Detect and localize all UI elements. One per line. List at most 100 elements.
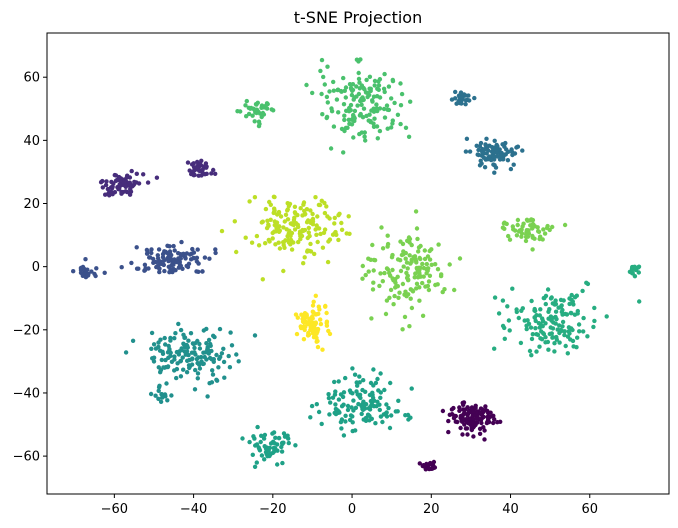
data-point-cluster-0 xyxy=(440,408,446,414)
data-point-cluster-10 xyxy=(308,327,313,333)
data-point-cluster-7 xyxy=(335,87,341,92)
data-point-cluster-5 xyxy=(547,331,552,337)
data-point-cluster-5 xyxy=(629,268,634,274)
data-point-cluster-2 xyxy=(191,255,196,261)
data-point-cluster-4 xyxy=(148,391,154,397)
data-point-cluster-2 xyxy=(93,273,98,279)
data-point-cluster-3 xyxy=(486,148,491,153)
data-point-cluster-5 xyxy=(554,316,559,322)
data-point-cluster-9 xyxy=(301,228,306,233)
data-point-cluster-6 xyxy=(257,448,263,453)
data-point-cluster-9 xyxy=(322,200,327,206)
data-point-cluster-8 xyxy=(399,252,405,258)
data-point-cluster-1 xyxy=(103,182,109,188)
data-point-cluster-8 xyxy=(429,262,434,267)
data-point-cluster-7 xyxy=(357,131,362,137)
data-point-cluster-8 xyxy=(536,229,542,234)
data-point-cluster-6 xyxy=(276,435,282,441)
data-point-cluster-6 xyxy=(361,399,366,404)
data-point-cluster-8 xyxy=(391,278,396,283)
data-point-cluster-8 xyxy=(436,242,441,247)
data-point-cluster-6 xyxy=(356,401,361,407)
data-point-cluster-0 xyxy=(465,432,470,437)
data-point-cluster-7 xyxy=(342,117,347,123)
data-point-cluster-6 xyxy=(286,440,291,446)
data-point-cluster-5 xyxy=(546,347,551,352)
data-point-cluster-9 xyxy=(272,209,277,214)
data-point-cluster-9 xyxy=(283,212,289,217)
data-point-cluster-9 xyxy=(266,222,271,227)
data-point-cluster-2 xyxy=(149,250,154,256)
data-point-cluster-1 xyxy=(211,167,216,173)
data-point-cluster-5 xyxy=(563,311,568,317)
data-point-cluster-2 xyxy=(195,247,200,252)
data-point-cluster-8 xyxy=(513,228,518,233)
data-point-cluster-4 xyxy=(227,365,233,370)
data-point-cluster-2 xyxy=(202,255,208,260)
data-point-cluster-9 xyxy=(336,237,341,243)
data-point-cluster-6 xyxy=(355,392,360,397)
data-point-cluster-5 xyxy=(534,332,539,337)
data-point-cluster-9 xyxy=(263,206,269,212)
data-point-cluster-7 xyxy=(392,100,397,106)
data-point-cluster-10 xyxy=(316,311,321,316)
data-point-cluster-0 xyxy=(462,422,467,427)
data-point-cluster-4 xyxy=(192,387,198,392)
data-point-cluster-6 xyxy=(373,380,379,386)
data-point-cluster-5 xyxy=(530,332,535,337)
data-point-cluster-0 xyxy=(469,427,474,433)
data-point-cluster-10 xyxy=(324,310,329,316)
data-point-cluster-2 xyxy=(169,263,174,268)
x-tick-label: 20 xyxy=(423,502,440,517)
data-point-cluster-10 xyxy=(302,311,308,316)
data-point-cluster-7 xyxy=(354,57,360,62)
data-point-cluster-2 xyxy=(180,252,185,258)
data-point-cluster-6 xyxy=(279,444,284,450)
data-point-cluster-4 xyxy=(180,355,185,360)
x-axis: −60 −40 −20 0 20 40 60 xyxy=(101,494,598,517)
data-point-cluster-5 xyxy=(537,344,542,349)
data-point-cluster-4 xyxy=(174,366,180,372)
data-point-cluster-7 xyxy=(375,86,380,92)
data-point-cluster-2 xyxy=(162,250,167,255)
data-point-cluster-2 xyxy=(179,239,184,245)
data-point-cluster-6 xyxy=(333,389,338,394)
data-point-cluster-1 xyxy=(199,173,204,178)
data-point-cluster-6 xyxy=(327,412,332,417)
data-point-cluster-6 xyxy=(367,413,372,419)
data-point-cluster-4 xyxy=(197,341,202,347)
data-point-cluster-3 xyxy=(463,102,468,107)
data-point-cluster-1 xyxy=(127,192,133,197)
data-point-cluster-9 xyxy=(247,199,252,204)
data-point-cluster-5 xyxy=(557,340,562,345)
data-point-cluster-0 xyxy=(469,406,474,411)
data-point-cluster-8 xyxy=(392,293,397,299)
data-point-cluster-6 xyxy=(347,388,353,393)
data-point-cluster-10 xyxy=(315,338,320,344)
data-point-cluster-4 xyxy=(149,330,155,336)
data-point-cluster-4 xyxy=(210,368,215,373)
data-point-cluster-0 xyxy=(471,434,476,439)
data-point-cluster-9 xyxy=(252,195,258,200)
data-point-cluster-8 xyxy=(400,327,405,332)
data-point-cluster-2 xyxy=(129,260,134,266)
data-point-cluster-4 xyxy=(228,330,233,335)
data-point-cluster-7 xyxy=(389,96,394,101)
scatter-points xyxy=(71,57,642,472)
data-point-cluster-6 xyxy=(368,398,374,404)
data-point-cluster-4 xyxy=(217,326,223,332)
data-point-cluster-0 xyxy=(491,420,496,426)
data-point-cluster-3 xyxy=(460,95,465,100)
data-point-cluster-9 xyxy=(285,207,290,212)
data-point-cluster-5 xyxy=(570,327,575,333)
data-point-cluster-1 xyxy=(145,180,151,185)
data-point-cluster-8 xyxy=(524,217,530,222)
data-point-cluster-4 xyxy=(166,355,171,360)
data-point-cluster-10 xyxy=(318,321,324,327)
data-point-cluster-9 xyxy=(277,246,283,251)
data-point-cluster-6 xyxy=(259,433,264,438)
data-point-cluster-1 xyxy=(128,182,133,187)
data-point-cluster-4 xyxy=(165,364,171,369)
data-point-cluster-7 xyxy=(327,89,332,94)
data-point-cluster-5 xyxy=(529,336,535,342)
